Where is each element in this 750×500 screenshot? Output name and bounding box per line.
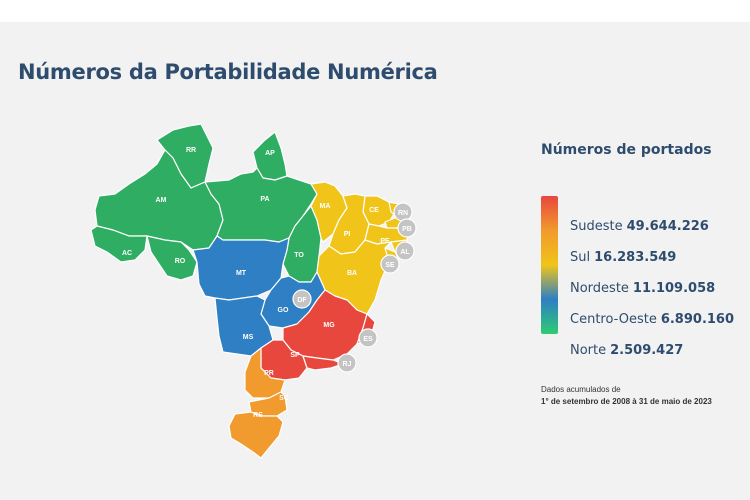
legend-value: 49.644.226 — [626, 219, 709, 234]
legend-item-norte: Norte 2.509.427 — [570, 343, 683, 358]
state-ac[interactable] — [90, 225, 148, 263]
legend-item-nordeste: Nordeste 11.109.058 — [570, 281, 715, 296]
note-line-2: 1° de setembro de 2008 à 31 de maio de 2… — [541, 397, 712, 406]
state-label-rj: RJ — [343, 361, 352, 368]
note-line-1: Dados acumulados de — [541, 385, 621, 394]
legend-color-scale — [541, 196, 558, 334]
legend-region: Nordeste — [570, 281, 629, 296]
state-rj[interactable] — [302, 355, 344, 371]
state-label-pa: PA — [260, 196, 269, 203]
state-badge-rj[interactable] — [337, 353, 357, 373]
legend-item-sul: Sul 16.283.549 — [570, 250, 676, 265]
brazil-map: RR AP AM PA AC RO TO MA CE RN PB PI PE A… — [85, 100, 425, 460]
state-label-ms: MS — [243, 334, 254, 341]
state-label-mt: MT — [236, 270, 247, 277]
state-label-ba: BA — [347, 270, 357, 277]
state-label-ce: CE — [369, 207, 379, 214]
state-badge-al[interactable] — [395, 241, 415, 261]
state-label-sc: SC — [279, 395, 289, 402]
legend-region: Sul — [570, 250, 591, 265]
state-label-ro: RO — [175, 258, 186, 265]
state-label-to: TO — [294, 252, 304, 259]
legend-item-centro-oeste: Centro-Oeste 6.890.160 — [570, 312, 734, 327]
state-badge-es[interactable] — [358, 328, 378, 348]
state-label-rs: RS — [253, 412, 263, 419]
state-label-am: AM — [156, 197, 167, 204]
state-label-al: AL — [400, 249, 410, 256]
state-label-ac: AC — [122, 250, 132, 257]
state-label-sp: SP — [290, 352, 300, 359]
legend-region: Centro-Oeste — [570, 312, 657, 327]
legend-title: Números de portados — [541, 142, 712, 158]
state-label-ap: AP — [265, 150, 275, 157]
state-label-pr: PR — [264, 370, 274, 377]
state-label-pi: PI — [344, 231, 351, 238]
state-badge-se[interactable] — [380, 254, 400, 274]
legend-value: 11.109.058 — [632, 281, 716, 296]
state-label-mg: MG — [323, 322, 335, 329]
state-label-es: ES — [363, 336, 373, 343]
legend-region: Norte — [570, 343, 607, 358]
state-ro[interactable] — [146, 235, 198, 281]
state-label-rr: RR — [186, 147, 196, 154]
state-label-se: SE — [385, 262, 395, 269]
page-title: Números da Portabilidade Numérica — [18, 60, 438, 84]
state-label-pe: PE — [380, 238, 390, 245]
state-label-ma: MA — [320, 203, 331, 210]
state-mt[interactable] — [192, 235, 290, 301]
state-label-rn: RN — [398, 210, 408, 217]
state-rs[interactable] — [228, 411, 284, 459]
state-badge-df[interactable] — [292, 289, 312, 309]
state-badge-pb[interactable] — [397, 218, 417, 238]
legend-value: 16.283.549 — [594, 250, 677, 265]
state-label-df: DF — [297, 297, 307, 304]
legend-item-sudeste: Sudeste 49.644.226 — [570, 219, 709, 234]
legend-value: 6.890.160 — [660, 312, 735, 327]
data-period-note: Dados acumulados de 1° de setembro de 20… — [541, 384, 712, 408]
legend-value: 2.509.427 — [610, 343, 684, 358]
legend-region: Sudeste — [570, 219, 623, 234]
state-label-pb: PB — [402, 226, 412, 233]
state-label-go: GO — [278, 307, 289, 314]
